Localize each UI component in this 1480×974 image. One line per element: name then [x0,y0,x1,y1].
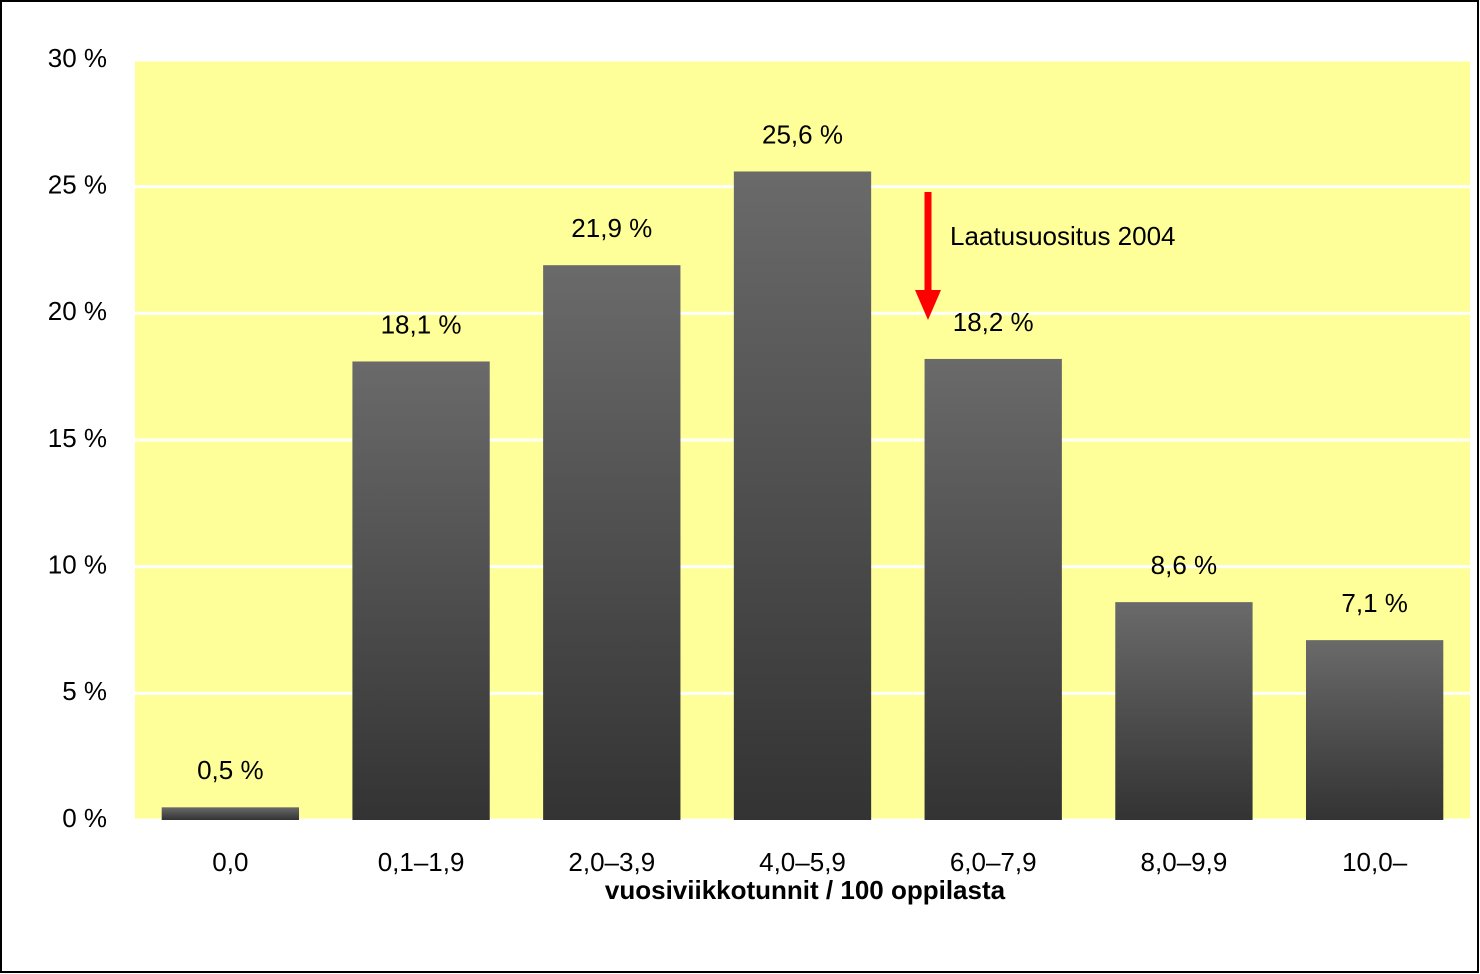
x-tick-label: 8,0–9,9 [1141,847,1228,877]
x-tick-label: 4,0–5,9 [759,847,846,877]
y-tick-label: 10 % [48,550,107,580]
y-tick-label: 30 % [48,43,107,73]
x-tick-label: 0,0 [212,847,248,877]
x-axis-label: vuosiviikkotunnit / 100 oppilasta [605,875,1006,905]
bar [924,358,1062,820]
bar [1115,602,1253,820]
bar [1305,640,1444,820]
x-tick-label: 0,1–1,9 [378,847,465,877]
data-label: 21,9 % [571,213,652,243]
bar [352,361,490,820]
bar [733,171,872,820]
annotation: Laatusuositus 2004 [950,221,1176,251]
annotation-arrowhead [915,290,941,320]
x-tick-label: 10,0– [1342,847,1408,877]
y-tick-label: 15 % [48,423,107,453]
y-tick-label: 5 % [62,676,107,706]
y-tick-label: 20 % [48,296,107,326]
data-label: 8,6 % [1151,550,1218,580]
y-tick-label: 0 % [62,803,107,833]
data-label: 18,1 % [381,309,462,339]
data-label: 0,5 % [197,755,264,785]
x-tick-label: 2,0–3,9 [568,847,655,877]
bars [161,171,1444,820]
data-label: 18,2 % [953,307,1034,337]
data-label: 7,1 % [1341,588,1408,618]
x-tick-label: 6,0–7,9 [950,847,1037,877]
bar [543,265,681,820]
y-tick-label: 25 % [48,170,107,200]
bar [161,807,300,820]
data-label: 25,6 % [762,119,843,149]
